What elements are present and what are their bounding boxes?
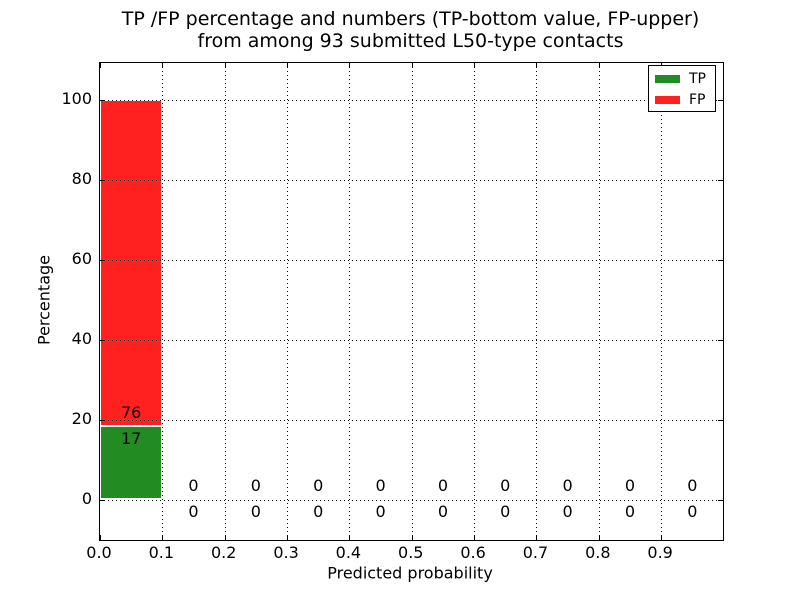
x-tick-label: 0.1 (148, 543, 175, 562)
x-tick-mark (224, 535, 226, 540)
y-tick-mark (100, 499, 105, 501)
y-tick-mark (718, 259, 723, 261)
y-tick-mark (100, 419, 105, 421)
fp-count-label: 0 (313, 476, 324, 495)
x-tick-mark (598, 63, 600, 68)
y-tick-label: 0 (81, 488, 92, 508)
x-tick-mark (536, 63, 538, 68)
fp-count-label: 0 (500, 476, 511, 495)
tp-count-label: 0 (562, 502, 573, 521)
y-gridline (100, 259, 723, 261)
y-tick-mark (718, 99, 723, 101)
x-tick-mark (100, 63, 101, 68)
x-tick-mark (162, 535, 164, 540)
tp-count-label: 17 (120, 428, 142, 448)
tp-count-label: 0 (624, 502, 636, 521)
fp-count-label: 0 (437, 476, 449, 495)
x-tick-mark (411, 63, 413, 68)
fp-swatch-icon (655, 95, 680, 104)
tp-count-label: 0 (313, 502, 324, 521)
x-gridline (536, 63, 538, 540)
y-tick-mark (718, 179, 723, 181)
x-tick-label: 0.4 (335, 543, 362, 562)
y-gridline (100, 179, 723, 181)
legend-item: FP (655, 92, 709, 107)
y-gridline (100, 419, 723, 421)
tp-count-label: 0 (687, 502, 698, 521)
x-tick-mark (411, 535, 413, 540)
x-tick-label: 0.3 (273, 543, 299, 562)
x-tick-mark (474, 63, 476, 68)
x-tick-label: 0.5 (398, 543, 424, 562)
x-axis-label: Predicted probability (327, 563, 493, 583)
x-tick-label: 0.8 (585, 543, 611, 562)
x-tick-label: 0.9 (647, 543, 673, 562)
x-tick-mark (100, 535, 101, 540)
y-tick-mark (100, 339, 105, 341)
tp-count-label: 0 (375, 502, 386, 521)
legend-item-label: FP (689, 91, 706, 108)
legend-item-label: TP (689, 70, 706, 87)
y-tick-mark (718, 339, 723, 341)
tp-bar-segment (100, 426, 163, 500)
fp-count-label: 0 (562, 476, 573, 495)
y-tick-mark (718, 499, 723, 501)
y-gridline (100, 339, 723, 341)
tp-swatch-icon (655, 74, 680, 83)
y-tick-label: 40 (71, 328, 92, 348)
x-gridline (224, 63, 226, 540)
x-tick-mark (162, 63, 164, 68)
x-tick-mark (474, 535, 476, 540)
x-tick-label: 0.0 (86, 543, 112, 562)
tp-count-label: 0 (500, 502, 511, 521)
x-tick-mark (287, 535, 289, 540)
x-tick-mark (536, 535, 538, 540)
x-gridline (162, 63, 164, 540)
x-tick-mark (224, 63, 226, 68)
tp-count-label: 0 (437, 502, 449, 521)
y-tick-label: 80 (71, 168, 92, 188)
x-gridline (287, 63, 289, 540)
y-tick-mark (100, 179, 105, 181)
tp-count-label: 0 (188, 502, 199, 521)
y-gridline (100, 99, 723, 101)
y-tick-mark (100, 99, 105, 101)
x-gridline (474, 63, 476, 540)
x-tick-mark (598, 535, 600, 540)
fp-count-label: 0 (250, 476, 261, 495)
y-tick-label: 100 (61, 88, 92, 108)
x-tick-label: 0.6 (460, 543, 486, 562)
chart-title-line1: TP /FP percentage and numbers (TP-bottom… (121, 8, 700, 30)
x-tick-mark (661, 535, 663, 540)
legend: TP FP (648, 65, 716, 112)
fp-bar-segment (100, 99, 163, 427)
fp-count-label: 0 (188, 476, 199, 495)
chart-title: TP /FP percentage and numbers (TP-bottom… (99, 8, 722, 52)
y-tick-label: 60 (71, 248, 92, 268)
tp-count-label: 0 (250, 502, 261, 521)
legend-item: TP (655, 71, 709, 86)
x-tick-mark (349, 63, 351, 68)
x-gridline (349, 63, 351, 540)
plot-area: 76 17 0 0 0 0 0 0 0 0 0 0 0 0 0 0 0 0 0 0 (99, 62, 724, 541)
x-gridline (661, 63, 663, 540)
chart-title-line2: from among 93 submitted L50-type contact… (197, 30, 624, 52)
y-tick-mark (718, 419, 723, 421)
x-tick-mark (349, 535, 351, 540)
y-tick-mark (100, 259, 105, 261)
x-tick-label: 0.7 (522, 543, 549, 562)
x-tick-mark (287, 63, 289, 68)
x-tick-label: 0.2 (210, 543, 237, 562)
y-tick-label: 20 (71, 408, 92, 428)
fp-count-label: 0 (375, 476, 386, 495)
y-gridline (100, 499, 723, 501)
fp-count-label: 76 (120, 402, 142, 422)
fp-count-label: 0 (624, 476, 636, 495)
x-gridline (598, 63, 600, 540)
x-gridline (411, 63, 413, 540)
fp-count-label: 0 (687, 476, 698, 495)
